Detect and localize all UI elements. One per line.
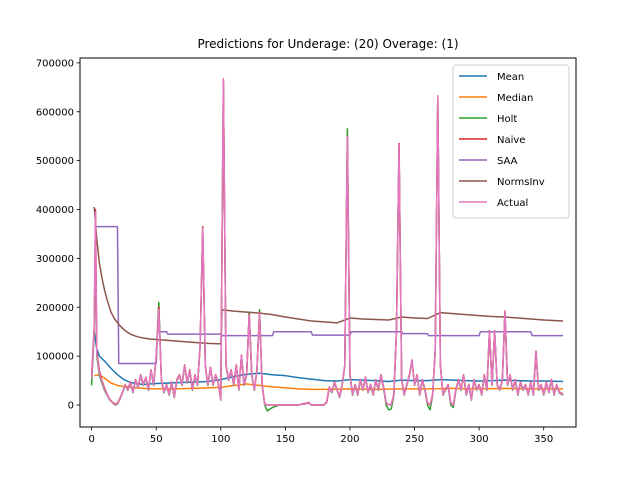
legend-label-median: Median <box>497 93 533 104</box>
series-line-actual <box>90 77 564 406</box>
legend: Mean Median Holt Naive SAA NormsInv Actual <box>452 64 570 219</box>
y-tick-label: 700000 <box>36 58 74 69</box>
legend-label-saa: SAA <box>497 156 518 167</box>
x-tick-label: 150 <box>276 434 295 445</box>
plot-frame <box>79 57 577 428</box>
y-tick-label: 300000 <box>36 254 74 265</box>
legend-label-normsinv: NormsInv <box>497 177 545 188</box>
y-tick-label: 200000 <box>36 303 74 314</box>
y-tick-label: 500000 <box>36 156 74 167</box>
x-tick-label: 300 <box>470 434 489 445</box>
legend-label-holt: Holt <box>497 114 517 125</box>
y-tick-label: 0 <box>68 401 74 412</box>
x-tick-label: 100 <box>211 434 230 445</box>
x-tick-label: 0 <box>88 434 94 445</box>
x-axis: 0 50 100 150 200 250 300 350 <box>88 427 553 445</box>
x-tick-label: 350 <box>534 434 553 445</box>
chart-title: Predictions for Underage: (20) Overage: … <box>197 37 458 51</box>
y-tick-label: 600000 <box>36 107 74 118</box>
x-tick-label: 250 <box>405 434 424 445</box>
x-tick-label: 50 <box>150 434 163 445</box>
y-axis: 0 100000 200000 300000 400000 500000 600000 700… <box>36 58 80 412</box>
series-layer <box>90 77 564 412</box>
legend-frame <box>452 64 570 219</box>
legend-label-actual: Actual <box>497 198 528 209</box>
series-line-saa <box>94 225 564 365</box>
y-tick-label: 100000 <box>36 352 74 363</box>
legend-label-naive: Naive <box>497 135 525 146</box>
y-tick-label: 400000 <box>36 205 74 216</box>
legend-label-mean: Mean <box>497 72 524 83</box>
x-tick-label: 200 <box>340 434 359 445</box>
series-line-normsinv <box>93 207 564 345</box>
series-line-mean <box>93 331 564 386</box>
